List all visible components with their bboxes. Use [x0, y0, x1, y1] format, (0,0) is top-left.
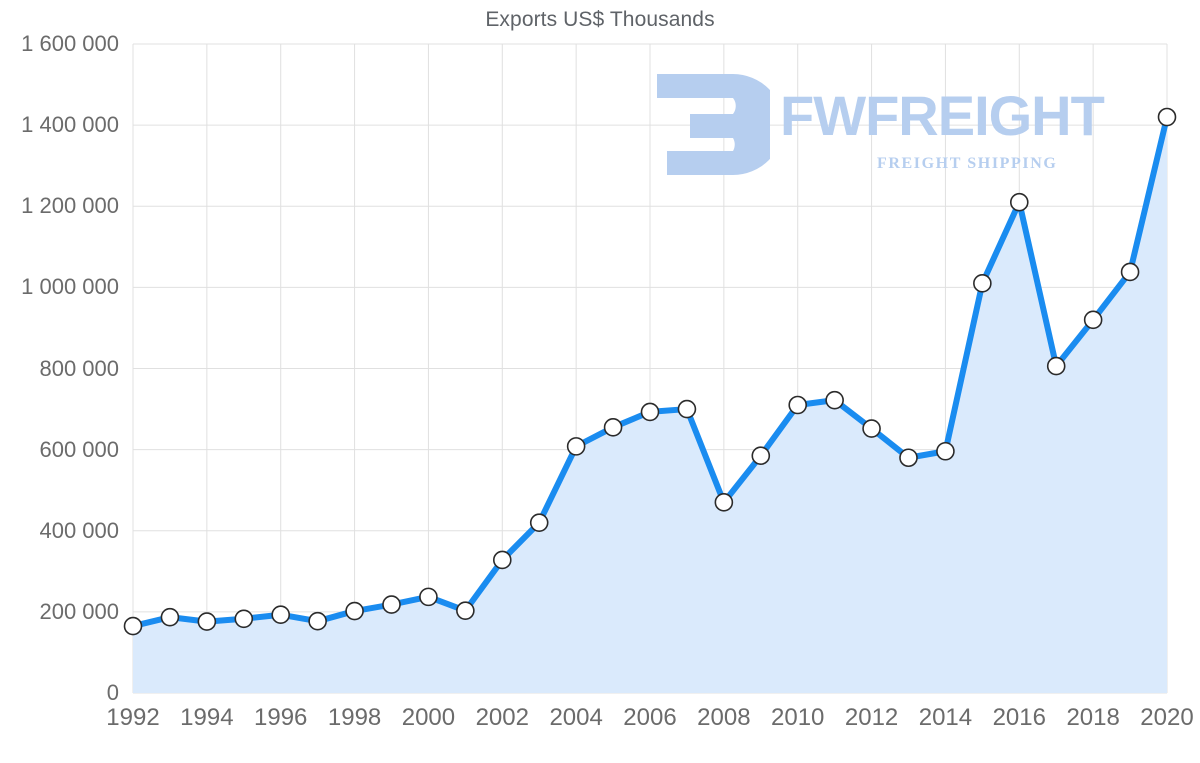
data-point-marker [308, 611, 327, 631]
data-point-marker [788, 395, 808, 415]
data-point-marker [197, 612, 217, 631]
y-axis-tick-label: 1 000 000 [21, 274, 119, 300]
data-point-marker [492, 550, 512, 570]
y-axis-tick-label: 200 000 [39, 598, 119, 624]
data-point-marker [1083, 310, 1103, 330]
chart-title: Exports US$ Thousands [485, 8, 715, 31]
x-axis-tick-label: 1996 [254, 704, 308, 731]
x-axis-tick-label: 2010 [771, 704, 825, 731]
x-axis-tick-label: 2004 [549, 704, 603, 731]
x-axis-tick-label: 2018 [1066, 704, 1120, 731]
x-axis-tick-label: 1998 [327, 704, 382, 731]
data-point-marker [382, 595, 401, 614]
data-point-marker [234, 609, 254, 629]
area-fill-path [133, 117, 1167, 693]
data-point-marker [419, 587, 438, 607]
data-point-marker [345, 601, 364, 621]
data-point-marker [123, 616, 143, 636]
data-point-marker [271, 605, 291, 625]
x-axis-tick-label: 2006 [623, 704, 677, 731]
data-point-marker [160, 607, 180, 627]
data-point-marker [936, 441, 955, 461]
data-point-marker [862, 419, 881, 438]
data-point-marker [603, 418, 623, 437]
data-point-marker [1009, 192, 1029, 212]
y-axis-tick-label: 0 [106, 680, 119, 705]
x-axis-tick-label: 2012 [844, 704, 899, 731]
data-point-marker [1046, 356, 1066, 376]
data-point-marker [456, 601, 475, 620]
x-axis-tick-label: 1994 [180, 704, 234, 731]
data-point-marker [973, 274, 992, 293]
x-axis-tick-label: 2014 [918, 704, 973, 731]
data-point-marker [714, 493, 734, 512]
x-axis-tick-label: 2000 [401, 704, 456, 731]
data-point-marker [566, 437, 586, 456]
data-point-marker [529, 513, 549, 532]
x-axis-tick-label: 1992 [106, 704, 160, 731]
data-point-marker [640, 402, 660, 422]
x-axis-tick-label: 2020 [1140, 704, 1194, 731]
x-axis-tick-label: 2016 [992, 704, 1046, 731]
area-fill [133, 117, 1167, 693]
data-point-marker [899, 448, 918, 468]
x-axis-tick-label: 2008 [697, 704, 751, 731]
data-point-marker [825, 390, 844, 410]
y-axis-tick-label: 800 000 [39, 355, 119, 381]
y-axis-tick-label: 1 200 000 [21, 193, 119, 219]
y-axis-tick-label: 600 000 [39, 436, 119, 462]
data-markers [123, 107, 1177, 636]
y-axis-tick-label: 1 600 000 [21, 31, 119, 56]
data-point-marker [677, 399, 697, 419]
y-axis-tick-label: 1 400 000 [21, 112, 119, 138]
y-axis-tick-label: 400 000 [39, 517, 119, 543]
data-point-marker [751, 446, 771, 466]
data-point-marker [1120, 262, 1140, 282]
x-axis-tick-label: 2002 [475, 704, 529, 731]
data-point-marker [1157, 107, 1177, 127]
